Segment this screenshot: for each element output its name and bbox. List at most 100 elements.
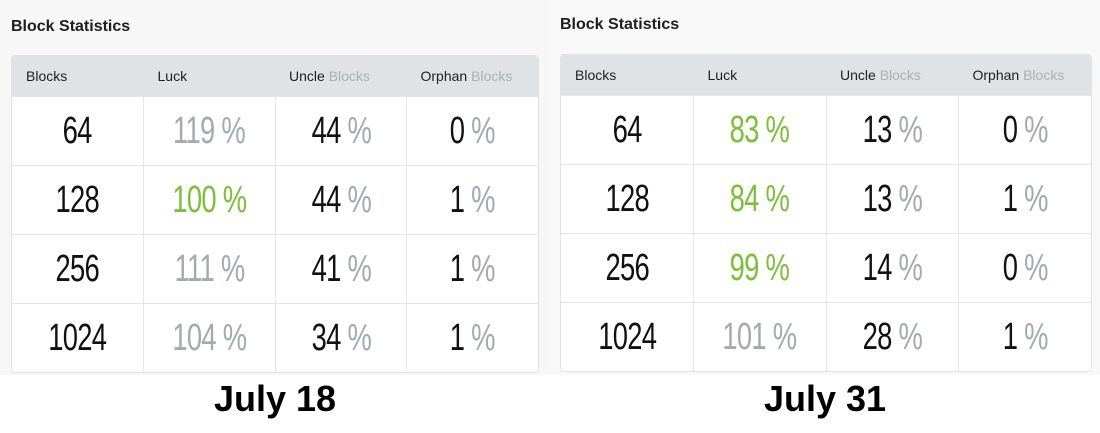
luck-value: 119 % bbox=[173, 109, 246, 152]
percent-sign: % bbox=[471, 316, 496, 359]
table-header: Blocks Luck Uncle Blocks Orphan Blocks bbox=[12, 56, 538, 96]
luck-cell: 100 % bbox=[142, 166, 275, 234]
header-uncle: Uncle Blocks bbox=[826, 67, 959, 83]
percent-sign: % bbox=[471, 109, 496, 152]
blocks-cell: 64 bbox=[561, 96, 693, 164]
block-statistics-panel: Block Statistics Blocks Luck Uncle Block… bbox=[0, 0, 550, 375]
uncle-value: 14 bbox=[862, 246, 893, 289]
luck-value: 83 % bbox=[729, 108, 790, 151]
percent-sign: % bbox=[471, 247, 496, 290]
blocks-value: 256 bbox=[55, 247, 100, 290]
block-statistics-panel: Block Statistics Blocks Luck Uncle Block… bbox=[550, 0, 1100, 375]
panel-title: Block Statistics bbox=[11, 18, 131, 35]
luck-value: 104 % bbox=[172, 316, 247, 359]
luck-cell: 99 % bbox=[692, 234, 826, 302]
date-caption: July 18 bbox=[213, 378, 337, 419]
uncle-cell: 44 % bbox=[274, 166, 407, 234]
header-luck: Luck bbox=[707, 67, 738, 83]
header-orphan-label: Orphan bbox=[420, 68, 468, 84]
uncle-value: 34 bbox=[311, 316, 341, 359]
percent-sign: % bbox=[347, 109, 371, 152]
luck-cell: 101 % bbox=[692, 303, 826, 371]
table-row: 256 111 % 41 % 1 % bbox=[12, 234, 538, 303]
blocks-value: 1024 bbox=[48, 316, 107, 359]
header-luck: Luck bbox=[157, 68, 188, 84]
luck-cell: 119 % bbox=[142, 97, 275, 165]
header-orphan-label: Orphan bbox=[972, 67, 1020, 83]
header-orphan-muted: Blocks bbox=[1023, 67, 1065, 83]
uncle-value: 28 bbox=[862, 315, 893, 358]
orphan-cell: 1 % bbox=[406, 304, 538, 372]
luck-value: 99 % bbox=[729, 246, 790, 289]
blocks-value: 256 bbox=[605, 246, 649, 289]
header-uncle-label: Uncle bbox=[289, 68, 325, 84]
panel-title: Block Statistics bbox=[560, 16, 680, 33]
percent-sign: % bbox=[1024, 108, 1048, 151]
table-row: 64 119 % 44 % 0 % bbox=[12, 96, 538, 165]
luck-cell: 104 % bbox=[142, 304, 275, 372]
header-uncle-muted: Blocks bbox=[328, 68, 370, 84]
orphan-value: 0 bbox=[450, 109, 465, 152]
uncle-cell: 41 % bbox=[274, 235, 407, 303]
blocks-cell: 128 bbox=[561, 165, 693, 233]
blocks-cell: 128 bbox=[12, 166, 143, 234]
orphan-cell: 1 % bbox=[406, 166, 538, 234]
percent-sign: % bbox=[898, 246, 923, 289]
luck-value: 111 % bbox=[174, 247, 245, 290]
percent-sign: % bbox=[347, 316, 371, 359]
header-orphan: Orphan Blocks bbox=[407, 68, 539, 84]
block-statistics-table: Blocks Luck Uncle Blocks Orphan Blocks 6… bbox=[11, 55, 539, 373]
orphan-value: 1 bbox=[1002, 315, 1018, 358]
blocks-cell: 64 bbox=[12, 97, 143, 165]
uncle-value: 13 bbox=[862, 108, 893, 151]
table-row: 1024 104 % 34 % 1 % bbox=[12, 303, 538, 372]
blocks-cell: 256 bbox=[12, 235, 143, 303]
uncle-value: 41 bbox=[311, 247, 341, 290]
header-uncle-label: Uncle bbox=[840, 67, 876, 83]
orphan-value: 0 bbox=[1002, 108, 1018, 151]
uncle-cell: 44 % bbox=[274, 97, 407, 165]
uncle-cell: 13 % bbox=[825, 96, 959, 164]
header-blocks: Blocks bbox=[575, 67, 617, 83]
percent-sign: % bbox=[347, 178, 371, 221]
header-orphan: Orphan Blocks bbox=[959, 67, 1092, 83]
percent-sign: % bbox=[1024, 246, 1048, 289]
blocks-cell: 1024 bbox=[561, 303, 693, 371]
uncle-cell: 34 % bbox=[274, 304, 407, 372]
orphan-cell: 0 % bbox=[406, 97, 538, 165]
percent-sign: % bbox=[1024, 315, 1048, 358]
table-row: 256 99 % 14 % 0 % bbox=[561, 233, 1091, 302]
table-row: 128 100 % 44 % 1 % bbox=[12, 165, 538, 234]
percent-sign: % bbox=[347, 247, 371, 290]
header-uncle-muted: Blocks bbox=[879, 67, 921, 83]
orphan-cell: 1 % bbox=[958, 303, 1091, 371]
percent-sign: % bbox=[898, 177, 923, 220]
table-row: 64 83 % 13 % 0 % bbox=[561, 95, 1091, 164]
uncle-value: 44 bbox=[311, 178, 341, 221]
block-statistics-table: Blocks Luck Uncle Blocks Orphan Blocks 6… bbox=[560, 54, 1092, 372]
date-caption: July 31 bbox=[763, 378, 887, 419]
blocks-value: 128 bbox=[605, 177, 649, 220]
uncle-value: 13 bbox=[862, 177, 893, 220]
header-uncle: Uncle Blocks bbox=[275, 68, 407, 84]
luck-value: 100 % bbox=[172, 178, 247, 221]
orphan-value: 1 bbox=[450, 178, 465, 221]
table-row: 1024 101 % 28 % 1 % bbox=[561, 302, 1091, 371]
percent-sign: % bbox=[898, 315, 923, 358]
uncle-cell: 13 % bbox=[825, 165, 959, 233]
table-header: Blocks Luck Uncle Blocks Orphan Blocks bbox=[561, 55, 1091, 95]
table-row: 128 84 % 13 % 1 % bbox=[561, 164, 1091, 233]
orphan-cell: 1 % bbox=[406, 235, 538, 303]
uncle-cell: 14 % bbox=[825, 234, 959, 302]
luck-value: 84 % bbox=[729, 177, 790, 220]
percent-sign: % bbox=[1024, 177, 1048, 220]
orphan-value: 1 bbox=[450, 316, 465, 359]
luck-cell: 83 % bbox=[692, 96, 826, 164]
orphan-cell: 0 % bbox=[958, 234, 1091, 302]
percent-sign: % bbox=[471, 178, 496, 221]
blocks-cell: 1024 bbox=[12, 304, 143, 372]
header-orphan-muted: Blocks bbox=[471, 68, 513, 84]
blocks-value: 64 bbox=[62, 109, 93, 152]
orphan-cell: 1 % bbox=[958, 165, 1091, 233]
orphan-value: 0 bbox=[1002, 246, 1018, 289]
